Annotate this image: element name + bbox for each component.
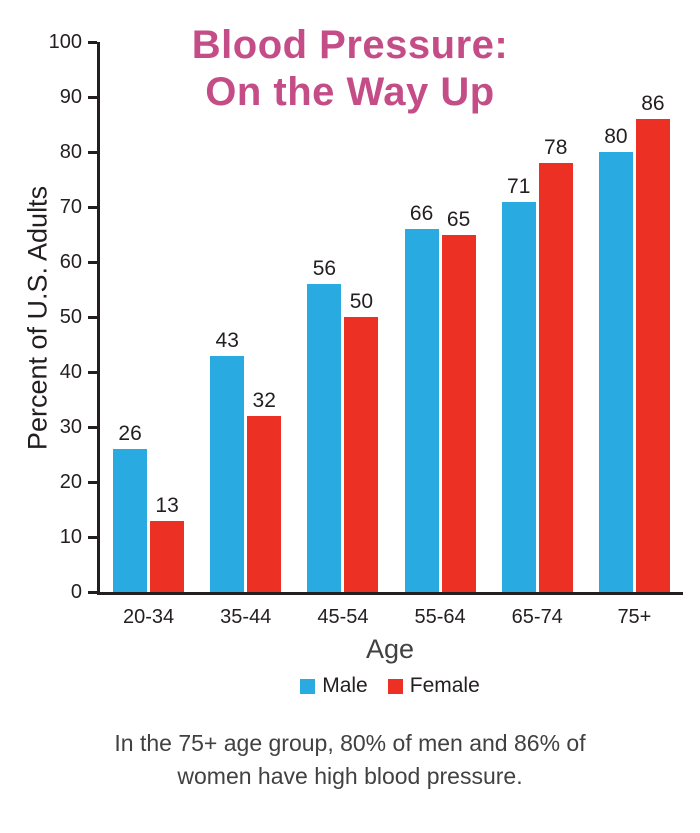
bar-male-35-44: 43 [210, 329, 245, 592]
chart-title-line1: Blood Pressure: [191, 23, 509, 67]
legend-item-female: Female [387, 674, 480, 698]
bar-female-65-74: 78 [538, 136, 573, 592]
y-tick-label: 0 [70, 581, 82, 603]
bar-value-label: 71 [507, 174, 531, 198]
bar-group-35-44: 43 32 [197, 42, 294, 592]
y-tick-mark [88, 260, 97, 264]
x-tick-label-65-74: 65-74 [511, 606, 563, 628]
bar-female-55-64: 65 [441, 208, 476, 592]
caption-line1: In the 75+ age group, 80% of men and 86%… [114, 730, 586, 756]
legend-swatch-female [387, 678, 403, 694]
bar-value-label: 65 [446, 207, 471, 231]
bar-female-75+: 86 [635, 92, 670, 592]
bar-value-label: 66 [409, 202, 434, 225]
bar-value-label: 50 [349, 290, 374, 313]
bar-male-45-54: 56 [307, 257, 342, 592]
bar-group-20-34: 26 13 [100, 42, 197, 592]
legend: Male Female [97, 674, 683, 698]
bar-value-label: 43 [215, 328, 239, 352]
bar-male-20-34: 26 [113, 422, 148, 592]
y-tick-label: 90 [59, 86, 82, 108]
y-tick-mark [88, 370, 97, 374]
y-tick-mark [88, 535, 97, 539]
bar-male-55-64: 66 [404, 202, 439, 592]
x-tick-label-20-34: 20-34 [123, 606, 175, 628]
legend-item-male: Male [300, 674, 368, 698]
x-tick-label-35-44: 35-44 [220, 606, 272, 628]
bar-group-55-64: 66 65 [392, 42, 489, 592]
y-tick-mark [88, 590, 97, 594]
y-tick-mark [88, 425, 97, 429]
x-axis-title: Age [365, 634, 415, 664]
bar-male-65-74: 71 [501, 175, 536, 592]
x-tick-label-75+: 75+ [617, 606, 652, 628]
bar-value-label: 80 [604, 125, 628, 148]
y-tick-label: 20 [59, 471, 82, 493]
legend-label: Female [409, 674, 480, 697]
plot-area: 0 10 20 30 40 50 60 70 80 90 100 26 13 43 32 56 50 66 65 71… [49, 31, 683, 603]
y-tick-mark [88, 150, 97, 154]
bar-value-label: 78 [544, 136, 568, 159]
bar-female-45-54: 50 [344, 290, 379, 592]
y-tick-label: 10 [59, 526, 82, 548]
caption-line2: women have high blood pressure. [177, 763, 523, 790]
bar-female-20-34: 13 [150, 494, 185, 592]
y-tick-mark [88, 40, 97, 44]
chart-title: Blood Pressure: On the Way Up [0, 22, 700, 116]
legend-label: Male [322, 674, 368, 697]
y-tick-label: 30 [59, 416, 82, 438]
x-tick-label-55-64: 55-64 [414, 606, 466, 628]
x-tick-label-45-54: 45-54 [317, 606, 369, 628]
bar-group-45-54: 56 50 [294, 42, 391, 592]
chart-title-line2: On the Way Up [205, 70, 495, 115]
y-tick-label: 40 [59, 361, 82, 383]
y-tick-label: 80 [59, 141, 82, 163]
y-tick-label: 50 [59, 306, 82, 328]
bar-group-65-74: 71 78 [489, 42, 586, 592]
y-tick-mark [88, 205, 97, 209]
caption: In the 75+ age group, 80% of men and 86%… [0, 727, 700, 794]
bar-value-label: 32 [252, 389, 276, 412]
y-tick-label: 60 [59, 251, 82, 273]
bar-value-label: 86 [641, 92, 665, 115]
bar-group-75+: 80 86 [586, 42, 683, 592]
bar-value-label: 13 [155, 493, 179, 517]
bar-value-label: 26 [118, 422, 142, 445]
y-tick-mark [88, 315, 97, 319]
y-tick-mark [88, 480, 97, 484]
x-axis-labels: 20-34 35-44 45-54 55-64 65-74 75+ [100, 606, 683, 630]
y-tick-mark [88, 95, 97, 99]
bar-value-label: 56 [312, 257, 337, 280]
y-tick-label: 100 [48, 31, 82, 53]
bar-male-75+: 80 [598, 125, 633, 592]
legend-swatch-male [300, 678, 316, 694]
bar-female-35-44: 32 [247, 389, 282, 592]
y-tick-label: 70 [59, 196, 82, 218]
